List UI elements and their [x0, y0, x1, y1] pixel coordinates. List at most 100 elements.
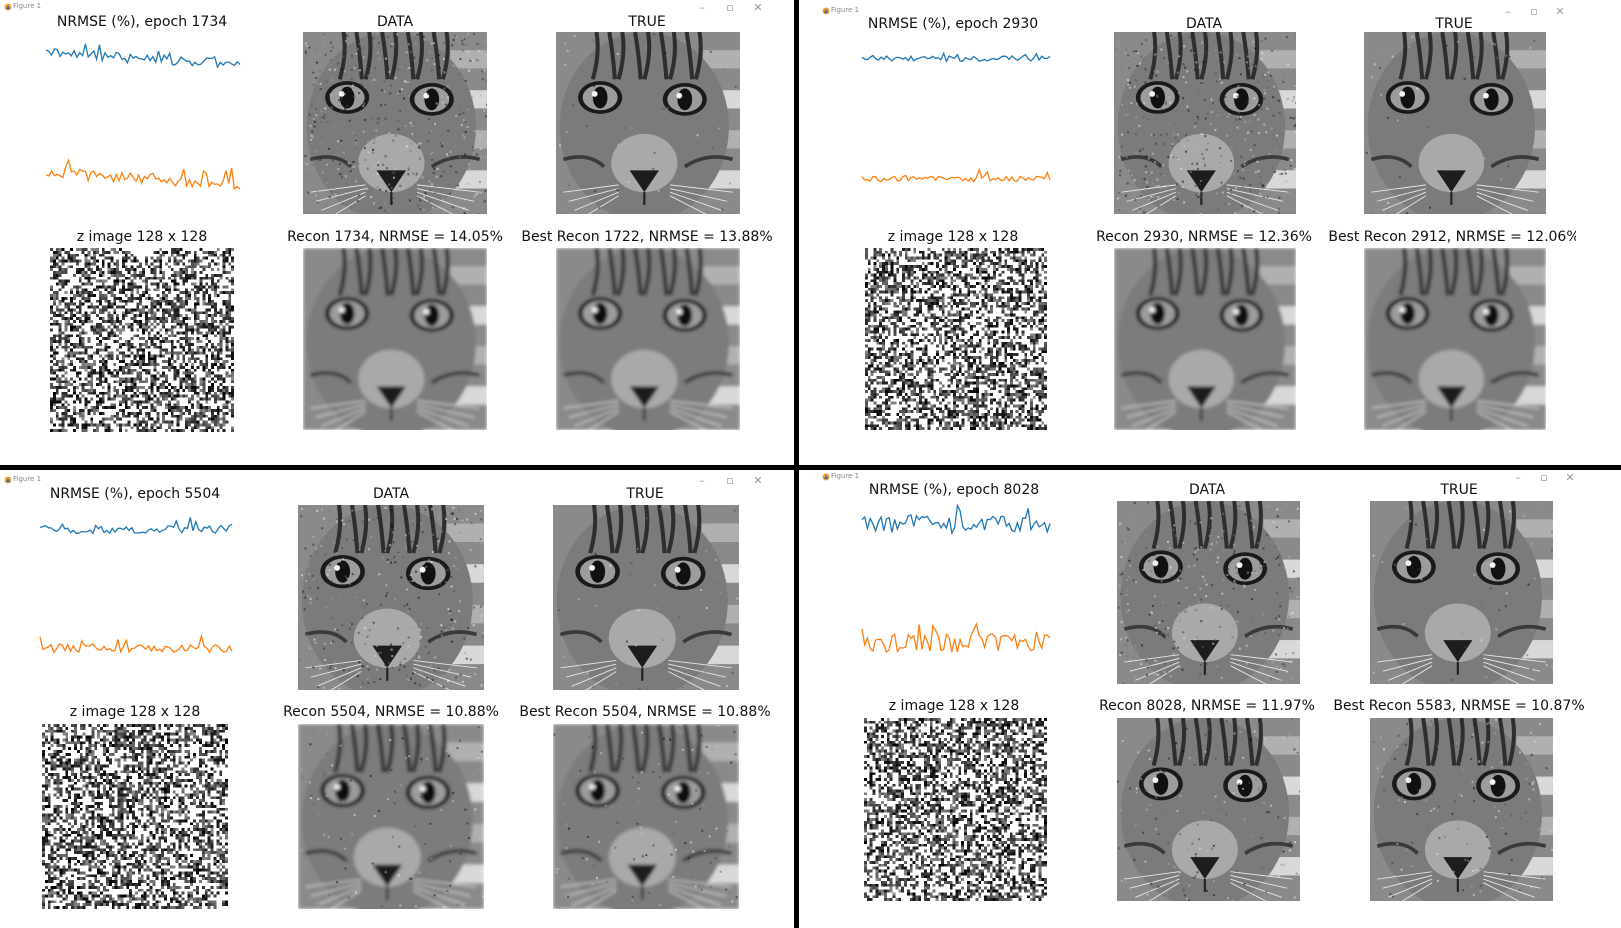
window-title: Figure 1: [13, 2, 42, 10]
close-button[interactable]: ✕: [1565, 471, 1575, 484]
true-image: [1370, 501, 1553, 684]
vertical-divider: [794, 0, 799, 928]
cat-photo: [556, 32, 740, 214]
figure-window[interactable]: Figure 1 – ▫ ✕ NRMSE (%), epoch 8028 DAT…: [818, 470, 1586, 925]
cat-photo: [303, 248, 487, 430]
true-image-title: TRUE: [628, 14, 666, 30]
best-recon-image: [1370, 718, 1553, 901]
loss-series-blue-line: [39, 517, 233, 535]
data-image-title: DATA: [1185, 16, 1223, 32]
loss-series-orange-line: [39, 633, 233, 654]
z-image-title: z image 128 x 128: [69, 704, 201, 720]
true-image: [1364, 32, 1546, 214]
cat-photo: [1114, 248, 1296, 430]
close-button[interactable]: ✕: [1555, 5, 1565, 18]
nrmse-loss-plot: [45, 43, 241, 191]
title-bar[interactable]: Figure 1 – ▫ ✕: [0, 473, 774, 489]
data-image-title: DATA: [372, 486, 410, 502]
matplotlib-figure-icon: [4, 3, 12, 11]
maximize-button[interactable]: ▫: [1530, 5, 1538, 18]
maximize-button[interactable]: ▫: [726, 474, 734, 487]
z-image-title: z image 128 x 128: [76, 229, 208, 245]
loss-plot-title: NRMSE (%), epoch 8028: [868, 482, 1040, 498]
best-recon-image-title: Best Recon 5583, NRMSE = 10.87%: [1333, 698, 1585, 714]
cat-photo: [1364, 32, 1546, 214]
cat-photo: [556, 248, 740, 430]
loss-series-blue-line: [861, 503, 1051, 536]
true-image-title: TRUE: [1435, 16, 1473, 32]
noise-image: [865, 248, 1047, 430]
title-bar[interactable]: Figure 1 – ▫ ✕: [818, 470, 1586, 486]
z-noise-image: [864, 718, 1047, 901]
best-recon-image-title: Best Recon 2912, NRMSE = 12.06%: [1328, 229, 1576, 245]
data-image: [1117, 501, 1300, 684]
data-image: [303, 32, 487, 214]
loss-series-blue-line: [861, 51, 1051, 64]
cat-photo: [1117, 501, 1300, 684]
title-bar[interactable]: Figure 1 – ▫ ✕: [0, 0, 774, 16]
true-image-title: TRUE: [1440, 482, 1478, 498]
z-image-title: z image 128 x 128: [888, 698, 1020, 714]
loss-series-orange-line: [861, 167, 1051, 183]
noise-image: [50, 248, 234, 432]
data-image-title: DATA: [376, 14, 414, 30]
recon-image-title: Recon 1734, NRMSE = 14.05%: [287, 229, 503, 245]
cat-photo: [298, 505, 484, 690]
cat-photo: [1114, 32, 1296, 214]
recon-image: [1117, 718, 1300, 901]
figure-window[interactable]: Figure 1 – ▫ ✕ NRMSE (%), epoch 2930 DAT…: [818, 4, 1576, 456]
best-recon-image: [1364, 248, 1546, 430]
z-noise-image: [865, 248, 1047, 430]
data-image: [298, 505, 484, 690]
z-noise-image: [50, 248, 234, 432]
cat-photo: [553, 505, 739, 690]
title-bar[interactable]: Figure 1 – ▫ ✕: [818, 4, 1576, 20]
minimize-button[interactable]: –: [699, 474, 705, 487]
horizontal-divider: [0, 465, 1621, 470]
cat-photo: [1117, 718, 1300, 901]
recon-image-title: Recon 2930, NRMSE = 12.36%: [1096, 229, 1312, 245]
true-image-title: TRUE: [626, 486, 664, 502]
maximize-button[interactable]: ▫: [1540, 471, 1548, 484]
loss-series-orange-line: [861, 622, 1051, 654]
maximize-button[interactable]: ▫: [726, 1, 734, 14]
recon-image: [298, 724, 484, 909]
cat-photo: [553, 724, 739, 909]
matplotlib-figure-icon: [822, 7, 830, 15]
best-recon-image: [556, 248, 740, 430]
close-button[interactable]: ✕: [753, 1, 763, 14]
best-recon-image-title: Best Recon 5504, NRMSE = 10.88%: [519, 704, 771, 720]
true-image: [553, 505, 739, 690]
noise-image: [42, 724, 228, 909]
loss-series-orange-line: [45, 158, 241, 191]
cat-photo: [1364, 248, 1546, 430]
window-title: Figure 1: [831, 472, 860, 480]
loss-plot-title: NRMSE (%), epoch 5504: [49, 486, 221, 502]
minimize-button[interactable]: –: [1515, 471, 1521, 484]
cat-photo: [298, 724, 484, 909]
cat-photo: [1370, 501, 1553, 684]
minimize-button[interactable]: –: [1505, 5, 1511, 18]
loss-plot-title: NRMSE (%), epoch 2930: [867, 16, 1039, 32]
window-title: Figure 1: [831, 6, 860, 14]
figure-window[interactable]: Figure 1 – ▫ ✕ NRMSE (%), epoch 5504 DAT…: [0, 473, 774, 928]
matplotlib-figure-icon: [822, 473, 830, 481]
nrmse-loss-plot: [39, 517, 233, 654]
figure-window[interactable]: Figure 1 – ▫ ✕ NRMSE (%), epoch 1734 DAT…: [0, 0, 774, 458]
nrmse-loss-plot: [861, 503, 1051, 654]
noise-image: [864, 718, 1047, 901]
window-title: Figure 1: [13, 475, 42, 483]
loss-plot-title: NRMSE (%), epoch 1734: [56, 14, 228, 30]
best-recon-image: [553, 724, 739, 909]
best-recon-image-title: Best Recon 1722, NRMSE = 13.88%: [521, 229, 773, 245]
recon-image-title: Recon 5504, NRMSE = 10.88%: [283, 704, 499, 720]
cat-photo: [1370, 718, 1553, 901]
cat-photo: [303, 32, 487, 214]
minimize-button[interactable]: –: [699, 1, 705, 14]
recon-image: [1114, 248, 1296, 430]
recon-image: [303, 248, 487, 430]
z-image-title: z image 128 x 128: [887, 229, 1019, 245]
z-noise-image: [42, 724, 228, 909]
true-image: [556, 32, 740, 214]
close-button[interactable]: ✕: [753, 474, 763, 487]
